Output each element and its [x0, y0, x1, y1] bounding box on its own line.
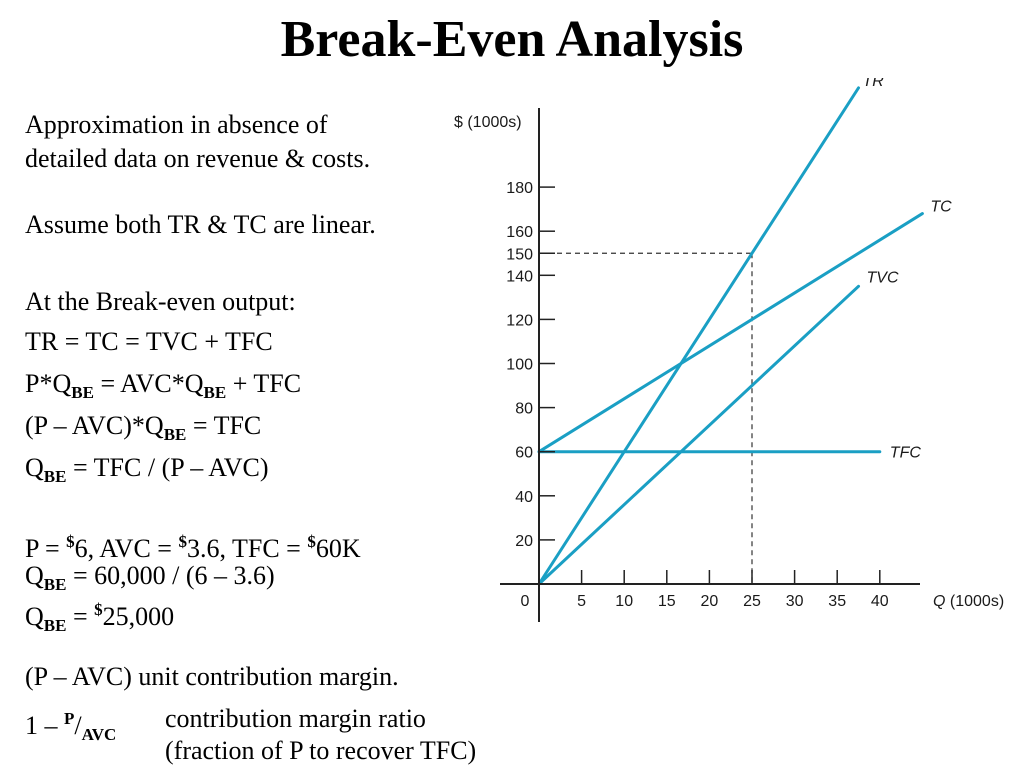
eq-part: P*Q [25, 369, 72, 398]
x-tick-label: 10 [615, 593, 633, 610]
eq-superscript: P [64, 709, 75, 728]
eq-part: 3.6, TFC = [186, 534, 308, 563]
slide-title: Break-Even Analysis [280, 11, 744, 68]
chart-guides [539, 252, 753, 584]
y-tick-label: 60 [515, 445, 533, 462]
eq-part: = TFC [186, 411, 262, 440]
y-tick-label: 160 [506, 224, 533, 241]
eq-subscript: BE [203, 383, 227, 402]
eq-part: 1 – [25, 711, 64, 740]
equation-margin-ratio: 1 – P/AVC [25, 704, 116, 750]
eq-part: 25,000 [102, 602, 175, 631]
dollar-superscript: $ [66, 532, 75, 551]
series-label-tc: TC [930, 199, 952, 216]
eq-part: 6, AVC = [74, 534, 179, 563]
eq-part: Q [25, 561, 44, 590]
y-tick-label: 120 [506, 312, 533, 329]
eq-part: P = [25, 534, 67, 563]
break-even-chart: 20 40 60 80 100 120 140 150 160 180 0 5 10 15 20 25 30 35… [454, 78, 1004, 622]
equation-pq: P*QBE = AVC*QBE + TFC [25, 369, 301, 408]
series-label-tfc: TFC [890, 445, 922, 462]
equation-values: P = $6, AVC = $3.6, TFC = $60K [25, 527, 361, 564]
eq-part: 60K [315, 534, 361, 563]
series-label-tvc: TVC [867, 269, 899, 286]
equation-p-avc: (P – AVC)*QBE = TFC [25, 411, 261, 450]
x-tick-label: 35 [828, 593, 846, 610]
text-line-assume-linear: Assume both TR & TC are linear. [25, 210, 376, 239]
eq-part: = AVC*Q [93, 369, 204, 398]
equation-qbe-result: QBE = $25,000 [25, 595, 174, 641]
x-tick-label: 25 [743, 593, 761, 610]
equation-tr-tc: TR = TC = TVC + TFC [25, 327, 273, 356]
text-line-detailed-data: detailed data on revenue & costs. [25, 144, 371, 173]
y-tick-label: 180 [506, 180, 533, 197]
text-line-margin-ratio: contribution margin ratio [165, 704, 426, 733]
series-label-tr: TR [863, 78, 885, 90]
chart-axes [500, 108, 920, 622]
y-tick-label: 100 [506, 357, 533, 374]
eq-subscript: BE [163, 425, 187, 444]
chart-lines [537, 86, 924, 586]
eq-part: / [74, 711, 82, 740]
x-tick-label: 20 [701, 593, 719, 610]
eq-part: (P – AVC)*Q [25, 411, 164, 440]
text-line-approximation: Approximation in absence of [25, 110, 328, 139]
text-line-fraction: (fraction of P to recover TFC) [165, 736, 477, 765]
eq-subscript: BE [43, 575, 67, 594]
eq-part: = [66, 602, 95, 631]
x-tick-label: 40 [871, 593, 889, 610]
y-axis-label: $ (1000s) [454, 114, 522, 131]
eq-part: = 60,000 / (6 – 3.6) [66, 561, 275, 590]
y-tick-label: 80 [515, 401, 533, 418]
equation-qbe-calc: QBE = 60,000 / (6 – 3.6) [25, 561, 275, 600]
dollar-superscript: $ [307, 532, 316, 551]
x-tick-label: 0 [521, 593, 530, 610]
chart-labels: 20 40 60 80 100 120 140 150 160 180 0 5 10 15 20 25 30 35… [454, 78, 1004, 610]
x-tick-label: 30 [786, 593, 804, 610]
x-tick-label: 15 [658, 593, 676, 610]
eq-part: + TFC [226, 369, 302, 398]
x-axis-variable: Q [933, 593, 945, 610]
eq-subscript: BE [43, 616, 67, 635]
series-line-tvc [537, 284, 860, 586]
eq-part: = TFC / (P – AVC) [66, 453, 269, 482]
x-axis-unit: (1000s) [945, 593, 1004, 610]
eq-subscript: BE [43, 467, 67, 486]
eq-part: Q [25, 453, 44, 482]
text-line-unit-margin: (P – AVC) unit contribution margin. [25, 662, 399, 691]
eq-part: Q [25, 602, 44, 631]
dollar-superscript: $ [94, 600, 103, 619]
dollar-superscript: $ [178, 532, 187, 551]
series-line-tc [537, 212, 924, 454]
y-tick-label: 150 [506, 246, 533, 263]
y-tick-label: 40 [515, 489, 533, 506]
y-tick-label: 140 [506, 268, 533, 285]
eq-subscript: BE [71, 383, 94, 402]
x-axis-label: Q (1000s) [933, 593, 1004, 610]
series-line-tr [537, 86, 860, 586]
text-line-break-even-output: At the Break-even output: [25, 287, 296, 316]
eq-subscript: AVC [81, 725, 117, 744]
equation-qbe-formula: QBE = TFC / (P – AVC) [25, 453, 269, 492]
x-tick-label: 5 [577, 593, 586, 610]
y-tick-label: 20 [515, 533, 533, 550]
